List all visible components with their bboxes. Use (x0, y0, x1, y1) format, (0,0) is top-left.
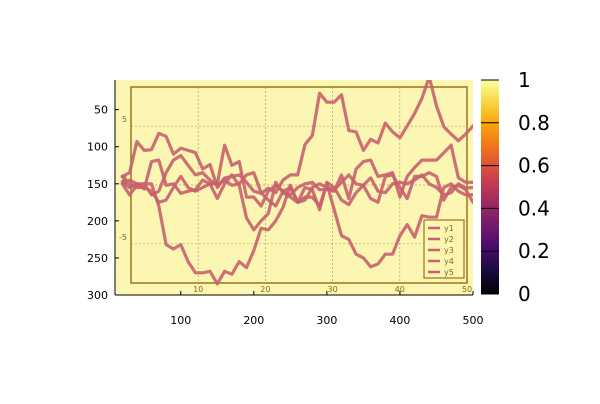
legend-label-y5: y5 (444, 268, 454, 277)
inner-x-tick-label: 50 (462, 285, 472, 294)
legend-label-y1: y1 (444, 224, 454, 233)
x-tick-label: 200 (243, 314, 264, 327)
series-line-y1 (120, 80, 473, 195)
y-tick-label: 200 (87, 215, 108, 228)
x-tick-label: 100 (170, 314, 191, 327)
y-tick-label: 300 (87, 289, 108, 302)
colorbar-tick-label: 0.2 (518, 239, 550, 263)
x-tick-label: 400 (389, 314, 410, 327)
inner-x-tick-label: 30 (328, 285, 338, 294)
y-tick-label: 100 (87, 141, 108, 154)
y-tick-label: 150 (87, 178, 108, 191)
colorbar (481, 80, 499, 294)
colorbar-tick-label: 1 (518, 68, 531, 92)
series-line-y5 (120, 154, 473, 208)
colorbar-ticks: 0 0.2 0.4 0.6 0.8 1 (481, 68, 550, 306)
plot-background (115, 80, 473, 295)
colorbar-tick-label: 0.6 (518, 154, 550, 178)
colorbar-tick-label: 0 (518, 282, 531, 306)
series-lines (120, 80, 473, 286)
inner-x-tick-label: 20 (260, 285, 270, 294)
legend-label-y4: y4 (444, 257, 454, 266)
inner-y-tick-label: 5 (122, 115, 127, 124)
legend-label-y2: y2 (444, 235, 454, 244)
y-axis-ticks: 50 100 150 200 250 300 (87, 104, 119, 302)
inner-x-tick-label: 40 (395, 285, 405, 294)
x-tick-label: 500 (463, 314, 484, 327)
series-line-y2 (120, 143, 473, 208)
inner-y-tick-label: -5 (119, 233, 127, 242)
x-tick-label: 300 (316, 314, 337, 327)
legend: y1 y2 y3 y4 y5 (423, 219, 465, 279)
colorbar-tick-label: 0.8 (518, 111, 550, 135)
y-tick-label: 250 (87, 252, 108, 265)
x-axis-ticks: 100 200 300 400 500 (170, 291, 484, 327)
colorbar-tick-label: 0.4 (518, 196, 550, 220)
inner-x-tick-label: 10 (193, 285, 203, 294)
y-tick-label: 50 (94, 104, 108, 117)
legend-label-y3: y3 (444, 246, 454, 255)
